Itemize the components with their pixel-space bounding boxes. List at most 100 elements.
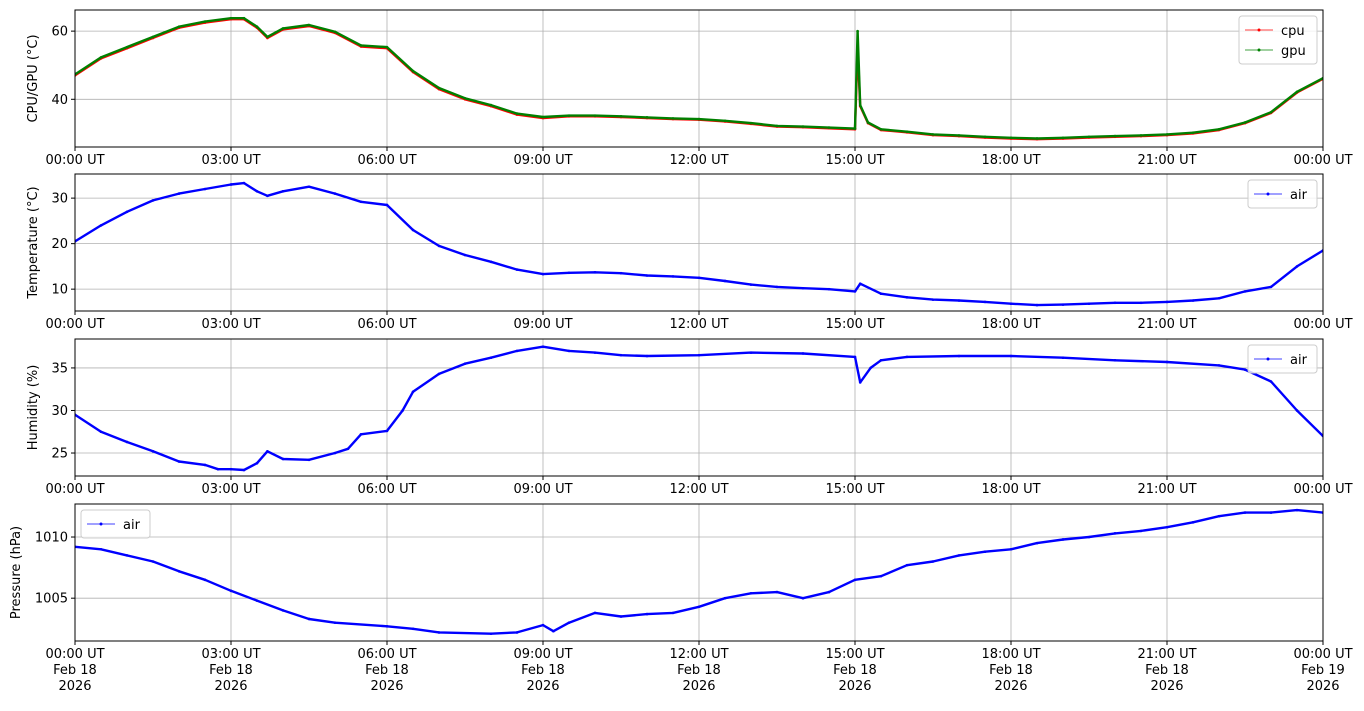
data-point-air — [697, 353, 701, 357]
y-axis-label: CPU/GPU (°C) — [26, 34, 41, 122]
data-point-gpu — [858, 103, 862, 107]
legend: air — [1247, 179, 1318, 209]
data-point-air — [333, 451, 337, 455]
data-point-air — [541, 272, 545, 276]
data-point-air — [775, 590, 779, 594]
data-point-air — [229, 183, 233, 186]
legend-label-cpu: cpu — [1281, 24, 1305, 39]
data-point-gpu — [99, 56, 103, 59]
data-point-gpu — [1269, 110, 1273, 114]
x-tick-label: 09:00 UT — [513, 153, 572, 168]
y-tick-label: 40 — [51, 93, 68, 108]
data-point-air — [567, 621, 571, 624]
data-point-air — [983, 300, 987, 304]
x-tick-label: 03:00 UT — [201, 482, 260, 497]
data-point-air — [723, 596, 727, 600]
data-point-air — [359, 200, 363, 204]
data-point-air — [1165, 300, 1169, 304]
x-tick-label: 09:00 UT — [513, 647, 572, 662]
data-point-air — [151, 450, 155, 453]
data-point-air — [723, 279, 727, 283]
data-point-air — [593, 271, 597, 274]
data-point-gpu — [957, 134, 961, 137]
data-point-air — [619, 271, 623, 275]
data-point-air — [125, 440, 129, 444]
y-axis-label: Temperature (°C) — [26, 186, 41, 299]
data-point-air — [1269, 380, 1273, 383]
data-point-air — [385, 429, 389, 433]
x-tick-label: 21:00 UT — [1137, 153, 1196, 168]
data-point-air — [411, 390, 415, 394]
data-point-air — [151, 199, 155, 202]
data-point-air — [1217, 514, 1221, 518]
data-point-gpu — [749, 121, 753, 125]
data-point-air — [801, 286, 805, 290]
x-tick-label: 21:00 UT — [1137, 482, 1196, 497]
data-point-air — [515, 349, 519, 353]
data-point-gpu — [255, 25, 259, 28]
data-point-air — [869, 366, 872, 370]
data-point-air — [853, 355, 857, 359]
data-point-air — [1165, 525, 1169, 529]
data-point-air — [99, 547, 103, 551]
data-point-gpu — [853, 127, 857, 130]
x-tick-label: 00:00 UT — [1293, 317, 1352, 332]
data-point-gpu — [1087, 135, 1091, 139]
data-point-air — [858, 381, 862, 384]
data-point-air — [957, 299, 961, 302]
data-point-gpu — [983, 135, 987, 139]
data-point-air — [281, 609, 285, 612]
data-point-air — [307, 617, 311, 621]
data-point-gpu — [801, 125, 805, 128]
subplot-3: 00:00 UT 03:00 UT 06:00 UT 09:00 UT 12:00 UT… — [26, 338, 1353, 497]
data-point-air — [229, 467, 233, 471]
x-tick-label: 00:00 UT — [45, 647, 104, 662]
data-point-air — [775, 285, 779, 289]
data-point-air — [437, 631, 441, 634]
x-tick-label: 06:00 UT — [357, 647, 416, 662]
data-point-gpu — [593, 114, 597, 117]
data-point-air — [242, 468, 246, 472]
data-point-air — [99, 430, 103, 434]
x-tick-label: 21:00 UT — [1137, 647, 1196, 662]
legend-marker-air — [1266, 357, 1270, 361]
data-point-air — [905, 355, 909, 359]
data-point-air — [385, 203, 389, 207]
data-point-air — [567, 271, 571, 275]
x-tick-label: 03:00 UT — [201, 647, 260, 662]
data-point-air — [203, 463, 207, 467]
legend-label-gpu: gpu — [1281, 44, 1306, 59]
axes-frame — [74, 9, 1324, 148]
data-point-gpu — [229, 16, 233, 20]
data-point-air — [645, 612, 649, 616]
x-tick-label: 00:00 UT — [1293, 482, 1352, 497]
x-tick-label: 00:00 UT — [45, 317, 104, 332]
data-point-air — [242, 181, 246, 185]
data-point-air — [411, 627, 415, 631]
data-point-air — [801, 596, 805, 600]
data-point-air — [255, 189, 259, 193]
x-tick-label: 09:00 UT — [513, 317, 572, 332]
data-point-air — [401, 409, 404, 412]
series-line-air — [75, 345, 1323, 472]
x-tick-label: 21:00 UT — [1137, 317, 1196, 332]
data-point-air — [1113, 358, 1117, 362]
data-point-air — [1061, 356, 1065, 360]
data-point-air — [463, 362, 467, 365]
x-tick-label: 06:00 UT — [357, 317, 416, 332]
data-point-air — [1269, 511, 1273, 514]
x-tick-label: 2026 — [1150, 679, 1183, 694]
y-tick-label: 30 — [51, 192, 68, 207]
data-point-gpu — [515, 112, 519, 115]
data-point-air — [1217, 296, 1221, 300]
data-point-air — [1165, 360, 1169, 364]
data-point-air — [1061, 303, 1065, 306]
data-point-air — [1139, 301, 1143, 305]
x-tick-label: 15:00 UT — [825, 153, 884, 168]
data-point-air — [203, 578, 207, 582]
data-point-air — [1035, 303, 1039, 307]
data-point-air — [749, 351, 753, 354]
data-point-air — [827, 287, 831, 291]
legend-box — [1247, 179, 1318, 209]
